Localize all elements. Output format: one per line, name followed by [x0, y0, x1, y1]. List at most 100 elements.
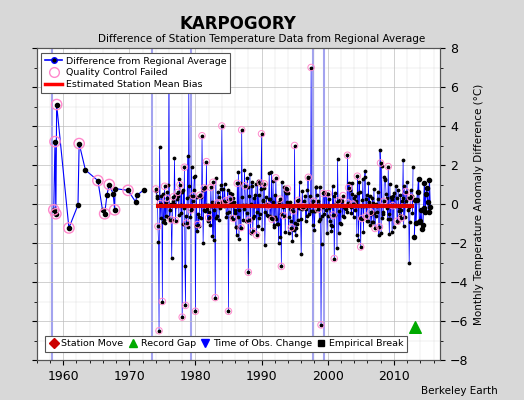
Point: [236, 180, 244, 186]
Point: [285, 214, 293, 220]
Point: [233, 232, 241, 238]
Point: [307, 64, 315, 71]
Point: [111, 207, 119, 213]
Point: [376, 146, 384, 153]
Point: [245, 193, 254, 199]
Point: [319, 204, 327, 210]
Point: [338, 198, 346, 204]
Point: [168, 255, 176, 261]
Point: [335, 220, 344, 226]
Point: [298, 206, 306, 212]
Point: [364, 218, 372, 225]
Point: [293, 217, 302, 224]
Point: [270, 224, 278, 230]
Point: [310, 208, 318, 215]
Point: [274, 202, 282, 208]
Point: [325, 196, 333, 202]
Point: [165, 216, 173, 223]
Point: [346, 204, 355, 210]
Point: [249, 194, 258, 201]
Point: [406, 219, 414, 225]
Point: [305, 211, 313, 218]
Point: [165, 58, 173, 65]
Point: [289, 204, 297, 210]
Point: [151, 186, 160, 192]
Point: [394, 187, 402, 194]
Point: [339, 213, 347, 220]
Point: [307, 208, 315, 214]
Point: [320, 189, 328, 196]
Point: [327, 222, 335, 228]
Point: [200, 207, 208, 214]
Point: [394, 219, 402, 226]
Point: [51, 138, 59, 145]
Point: [167, 216, 176, 223]
Point: [265, 196, 273, 202]
Point: [227, 214, 235, 220]
Point: [271, 175, 280, 181]
Point: [179, 221, 187, 228]
Point: [296, 205, 304, 211]
Point: [227, 191, 236, 197]
Point: [318, 212, 326, 219]
Point: [368, 200, 377, 206]
Point: [302, 212, 311, 219]
Point: [299, 204, 308, 210]
Point: [342, 202, 351, 209]
Point: [397, 215, 406, 221]
Point: [345, 202, 354, 208]
Point: [183, 194, 191, 201]
Point: [312, 184, 320, 191]
Point: [105, 181, 113, 188]
Point: [105, 181, 113, 188]
Point: [375, 224, 384, 230]
Point: [198, 132, 206, 139]
Point: [222, 214, 231, 220]
Point: [350, 214, 358, 220]
Point: [171, 218, 180, 224]
Point: [273, 220, 281, 227]
Point: [266, 212, 274, 219]
Point: [311, 184, 320, 190]
Point: [200, 185, 209, 191]
Point: [356, 244, 365, 250]
Point: [303, 175, 312, 182]
Point: [312, 192, 321, 198]
Point: [391, 202, 399, 209]
Point: [358, 197, 367, 203]
Point: [285, 230, 293, 236]
Point: [276, 196, 284, 202]
Point: [220, 203, 228, 209]
Point: [291, 232, 300, 238]
Point: [156, 200, 165, 207]
Point: [199, 240, 208, 246]
Point: [222, 198, 230, 204]
Point: [324, 205, 333, 212]
Point: [210, 237, 218, 244]
Point: [326, 203, 335, 209]
Point: [198, 132, 206, 139]
Point: [168, 217, 177, 223]
Point: [362, 213, 370, 220]
Point: [155, 328, 163, 334]
Point: [289, 208, 298, 214]
Point: [283, 186, 292, 192]
Point: [260, 242, 269, 248]
Point: [365, 193, 374, 200]
Point: [385, 211, 393, 217]
Point: [375, 224, 384, 230]
Point: [334, 198, 342, 204]
Point: [246, 171, 254, 177]
Point: [159, 219, 168, 225]
Point: [353, 173, 362, 179]
Point: [340, 214, 348, 220]
Point: [196, 194, 205, 200]
Point: [292, 221, 301, 228]
Point: [268, 216, 276, 222]
Point: [214, 189, 222, 195]
Point: [265, 170, 274, 176]
Point: [202, 202, 210, 208]
Point: [333, 245, 341, 252]
Point: [287, 224, 296, 231]
Point: [281, 190, 290, 196]
